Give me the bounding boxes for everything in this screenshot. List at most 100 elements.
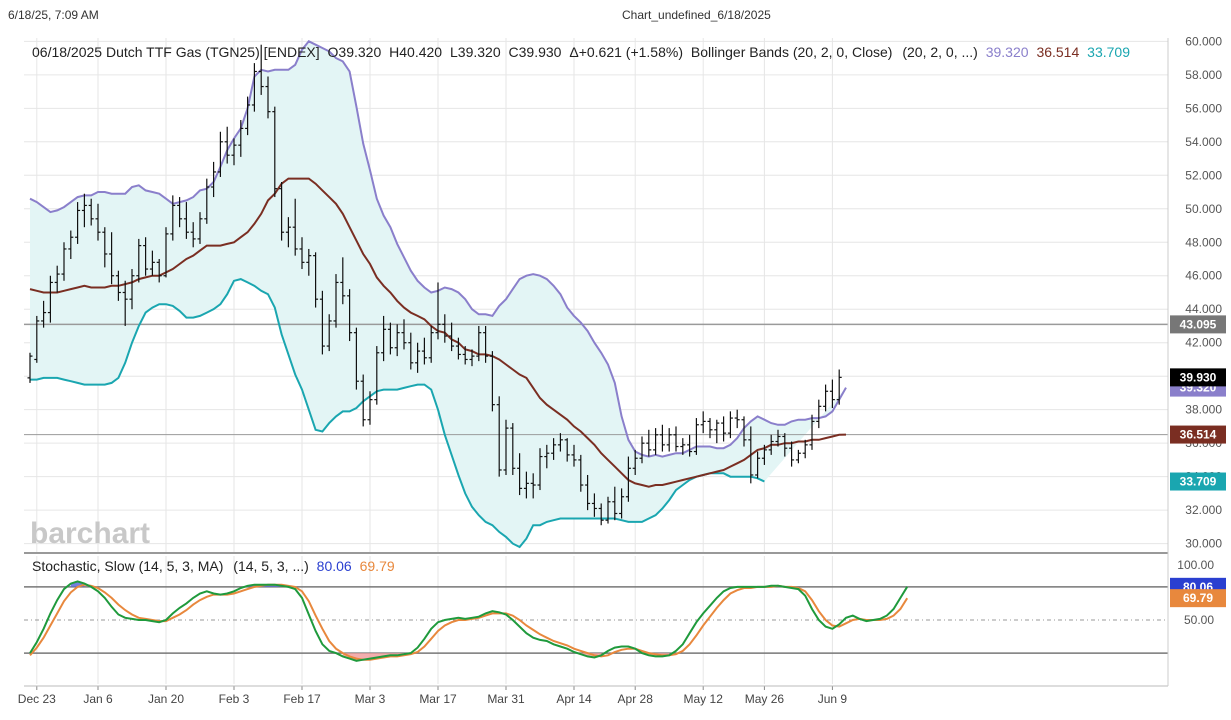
ohlc-bar [517,453,523,496]
x-tick-label: Dec 23 [18,692,56,706]
ohlc-bar [217,131,223,177]
x-tick-label: May 12 [684,692,724,706]
price-title: 06/18/2025 Dutch TTF Gas (TGN25) [ENDEX]… [32,44,1130,60]
ohlc-bar [279,181,285,241]
ohlc-bar [823,384,829,412]
ohlc-bar [442,314,448,343]
ohlc-bar [653,428,659,455]
stochastic-k-line [29,580,909,662]
ohlc-bar [625,456,631,502]
ohlc-bar [88,198,94,226]
ohlc-bar [435,282,441,340]
ohlc-bar [177,197,183,228]
ohlc-bar [510,423,516,475]
price-y-tick-label: 32.000 [1185,503,1222,517]
ohlc-bar [727,411,733,439]
price-y-tick-label: 38.000 [1185,403,1222,417]
ohlc-bar [721,416,727,442]
reference-lines [24,323,1168,436]
ohlc-bar [251,63,257,112]
ohlc-bars [27,44,842,526]
ohlc-bar [564,438,570,462]
ohlc-bar [272,106,278,198]
ohlc-bar [347,289,353,342]
ohlc-bar [374,346,380,405]
ohlc-bar [211,161,217,198]
price-badge-bg [1170,472,1226,491]
ohlc-bar [313,252,319,308]
ohlc-bar [285,217,291,248]
high-label: H [389,44,399,60]
x-tick-label: Feb 3 [219,692,250,706]
low-label: L [450,44,458,60]
ohlc-bar [156,259,162,283]
ohlc-bar [476,325,482,362]
ohlc-bar [761,444,767,465]
ohlc-bar [775,429,781,447]
x-tick-label: Mar 3 [355,692,386,706]
price-badge: 39.930 [1170,368,1226,387]
ohlc-bar [170,195,176,241]
ohlc-bar [61,242,67,281]
ohlc-bar [489,351,495,412]
ohlc-bar [197,212,203,244]
price-y-tick-label: 50.000 [1185,202,1222,216]
ohlc-bar [238,120,244,157]
ohlc-bar [571,444,577,467]
ohlc-bar [115,270,121,301]
ohlc-bar [537,448,543,491]
price-badge-bg [1170,368,1226,387]
ohlc-bar [258,44,264,95]
barchart-watermark: barchart [30,517,150,550]
price-y-tick-label: 44.000 [1185,302,1222,316]
ohlc-bar [27,352,33,383]
x-axis: Dec 23 Jan 6 Jan 20 Feb 3 Feb 17 Mar 3 Mar 17 M… [18,685,1168,706]
ohlc-bar [659,424,665,452]
ohlc-bar [190,222,196,248]
ohlc-bar [530,473,536,499]
stochastic-short: (14, 5, 3, ...) [233,558,308,574]
ohlc-bar [707,418,713,439]
ohlc-bar [748,426,754,484]
ohlc-bar [551,438,557,460]
price-badge-label: 43.095 [1180,317,1217,331]
ohlc-bar [340,257,346,305]
x-tick-label: Mar 17 [419,692,457,706]
ohlc-bar [245,96,251,136]
price-badge-label: 36.514 [1180,428,1217,442]
ohlc-bar [741,416,747,447]
ohlc-bar [585,474,591,511]
price-y-tick-label: 52.000 [1185,168,1222,182]
ohlc-bar [353,327,359,390]
price-badge: 43.095 [1170,315,1226,334]
ohlc-bar [224,126,230,164]
ohlc-bar [41,300,47,328]
ohlc-bar [816,399,822,429]
ohlc-bar [755,451,761,479]
x-tick-label: Mar 31 [487,692,525,706]
ohlc-bar [836,369,842,405]
ohlc-bar [292,198,298,256]
price-badge-bg [1170,425,1226,444]
price-y-tick-label: 46.000 [1185,269,1222,283]
price-y-tick-label: 30.000 [1185,537,1222,551]
ohlc-bar [149,250,155,276]
ohlc-bar [544,444,550,469]
ohlc-bar [109,232,115,285]
x-tick-label: Jun 9 [818,692,848,706]
ohlc-bar [782,433,788,457]
change-value: Δ+0.621 (+1.58%) [569,44,683,60]
ohlc-bar [455,337,461,360]
indicator-upper-value: 39.320 [986,44,1029,60]
ohlc-bar [619,488,625,519]
ohlc-bar [401,319,407,350]
ohlc-bar [54,265,60,293]
ohlc-bar [687,434,693,457]
ohlc-bar [81,193,87,228]
ohlc-bar [795,449,801,464]
x-tick-label: Apr 14 [556,692,592,706]
ohlc-bar [462,346,468,365]
ohlc-bar [75,202,81,244]
open-label: O [328,44,339,60]
